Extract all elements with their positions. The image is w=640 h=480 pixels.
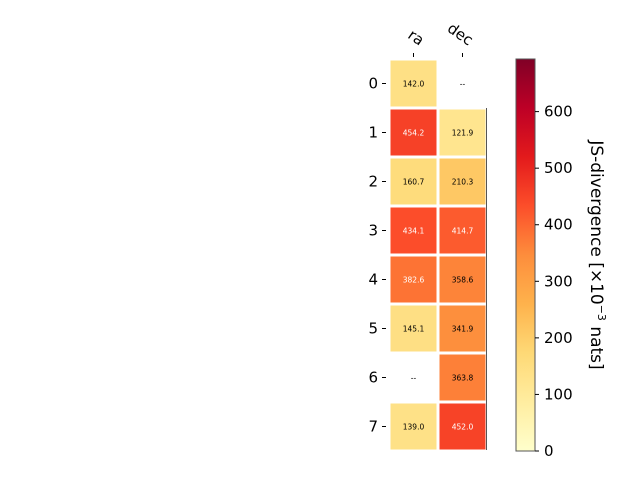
heatmap-cell (390, 207, 437, 254)
row-tick-label: 4 (368, 271, 378, 289)
colorbar-gradient (515, 58, 536, 452)
heatmap-cell-label: 142.0 (403, 80, 425, 89)
heatmap-cell-label: 139.0 (403, 423, 425, 432)
colorbar-tick-label: 300 (544, 272, 573, 290)
heatmap-cell (439, 207, 486, 254)
colorbar-tick-label: 500 (544, 159, 573, 177)
heatmap-cell (439, 305, 486, 352)
colorbar: 0 100 200 300 400 500 600 (515, 58, 573, 460)
colorbar-tick-label: 100 (544, 385, 573, 403)
heatmap-cell (439, 354, 486, 401)
colorbar-tick-label: 600 (544, 103, 573, 121)
heatmap-cell (439, 403, 486, 450)
colorbar-label: JS-divergence [×10−3 nats] (586, 139, 608, 369)
row-tick-label: 5 (368, 320, 378, 338)
row-tick-label: 7 (368, 418, 378, 436)
heatmap-cell (390, 109, 437, 156)
heatmap-cell-label: 434.1 (403, 227, 425, 236)
heatmap-cell (390, 158, 437, 205)
heatmap-cells: 142.0 -- 454.2 121.9 160.7 210.3 434.1 414.7 382… (390, 60, 486, 450)
heatmap-cell (439, 109, 486, 156)
heatmap-cell-label: 358.6 (452, 276, 474, 285)
heatmap-cell-label: 363.8 (452, 374, 474, 383)
heatmap-cell (390, 60, 437, 107)
row-tick-label: 6 (368, 369, 378, 387)
heatmap-cell (390, 403, 437, 450)
row-ticks: 0 1 2 3 4 5 6 7 (368, 75, 386, 436)
heatmap-cell-label: 160.7 (403, 178, 425, 187)
column-ticks: ra dec (405, 19, 477, 57)
heatmap-cell-label: 382.6 (403, 276, 425, 285)
heatmap-cell (439, 158, 486, 205)
row-tick-label: 2 (368, 173, 378, 191)
column-tick-label: ra (405, 26, 428, 50)
heatmap-cell-missing-label: -- (460, 80, 466, 89)
row-tick-label: 0 (368, 75, 378, 93)
colorbar-tick-label: 400 (544, 216, 573, 234)
colorbar-tick-label: 200 (544, 329, 573, 347)
heatmap-cell (390, 256, 437, 303)
heatmap-cell (390, 305, 437, 352)
heatmap-cell-label: 454.2 (403, 129, 425, 138)
heatmap-cell-missing-label: -- (411, 374, 417, 383)
heatmap-cell-label: 452.0 (452, 423, 474, 432)
heatmap-cell-label: 414.7 (452, 227, 474, 236)
heatmap-cell (439, 256, 486, 303)
column-tick-label: dec (444, 19, 476, 49)
heatmap-cell-label: 145.1 (403, 325, 425, 334)
row-tick-label: 3 (368, 222, 378, 240)
heatmap-cell-label: 121.9 (452, 129, 474, 138)
row-tick-label: 1 (368, 124, 378, 142)
heatmap-cell-label: 341.9 (452, 325, 474, 334)
colorbar-tick-label: 0 (544, 442, 554, 460)
heatmap-cell-label: 210.3 (452, 178, 474, 187)
